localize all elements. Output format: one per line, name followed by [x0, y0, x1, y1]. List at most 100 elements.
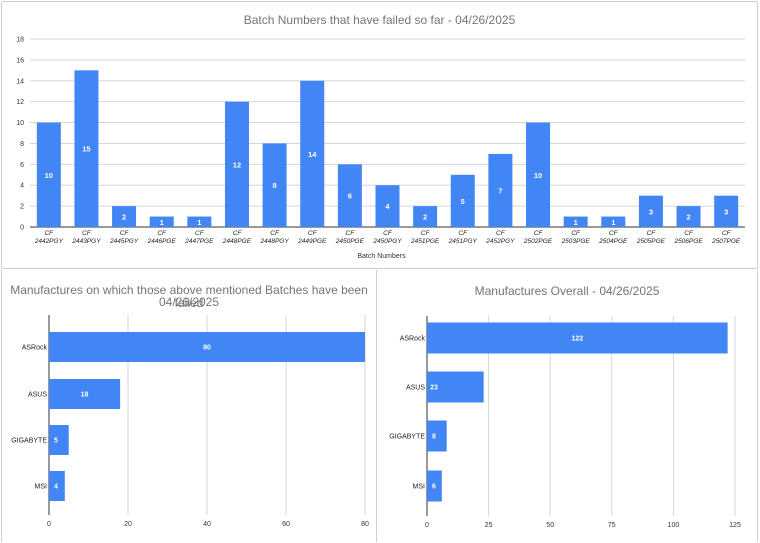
bar: [427, 371, 484, 403]
data-label: 6: [348, 192, 352, 201]
y-tick-label: ASUS: [406, 385, 425, 392]
bar: [375, 185, 400, 227]
x-tick-label-line1: CF: [609, 230, 619, 237]
x-tick-label: 100: [668, 522, 680, 529]
bar: [49, 425, 69, 455]
x-tick-label-line1: CF: [120, 230, 130, 237]
x-tick-label-line1: CF: [270, 230, 280, 237]
manufacturer-failed-chart-title-line2: 04/26/2025: [158, 295, 220, 309]
x-tick-label-line2: 2507PGE: [711, 238, 741, 245]
data-label: 3: [649, 207, 653, 216]
x-tick-label: 125: [729, 522, 741, 529]
bar: [49, 471, 65, 501]
x-tick-label-line2: 2445PGY: [109, 238, 139, 245]
x-tick-label-line1: CF: [346, 230, 356, 237]
x-tick-label: 75: [608, 522, 616, 529]
bar: [526, 122, 551, 227]
y-tick-label: 10: [16, 120, 24, 127]
bar: [427, 322, 728, 354]
batch-chart-svg: 02468101214161810CF2442PGY15CF2443PGY2CF…: [16, 37, 745, 260]
bar: [112, 206, 137, 227]
bar: [149, 216, 174, 227]
data-label: 8: [273, 181, 277, 190]
y-tick-label: MSI: [413, 484, 426, 491]
data-label: 80: [203, 345, 211, 352]
bar: [49, 379, 121, 409]
data-label: 122: [571, 336, 583, 343]
manufacturer-overall-chart-svg: 0 25 50 75 100 125 ASRock 122 ASUS 23 GIGABYTE 8 MSI…: [389, 316, 741, 529]
bar: [638, 195, 663, 227]
manufacturer-failed-chart-svg: 0 20 40 60 80 ASRock 80 ASUS 18 GIGABYTE 5 MSI 4: [11, 315, 369, 528]
x-tick-label-line2: 2443PGY: [71, 238, 101, 245]
x-tick-label-line2: 2451PGE: [410, 238, 440, 245]
x-tick-label: 0: [425, 522, 429, 529]
x-tick-label-line1: CF: [308, 230, 318, 237]
batch-chart-title: Batch Numbers that have failed so far - …: [243, 13, 516, 27]
x-tick-label-line2: 2503PGE: [561, 238, 591, 245]
data-label: 10: [45, 171, 53, 180]
x-tick-label-line2: 2450PGE: [335, 238, 365, 245]
data-label: 1: [197, 218, 201, 227]
x-tick-label-line2: 2502PGE: [523, 238, 553, 245]
manufacturer-failed-chart-panel: Manufactures on which those above mentio…: [1, 270, 377, 542]
data-label: 2: [122, 213, 126, 222]
x-tick-label-line2: 2452PGY: [485, 238, 515, 245]
bar: [36, 122, 61, 227]
x-tick-label-line2: 2442PGY: [34, 238, 64, 245]
bar: [601, 216, 626, 227]
data-label: 5: [461, 197, 465, 206]
x-tick-label-line1: CF: [157, 230, 167, 237]
bar: [224, 101, 249, 227]
data-label: 12: [233, 160, 241, 169]
data-label: 2: [423, 213, 427, 222]
bar: [187, 216, 212, 227]
y-tick-label: ASUS: [28, 392, 47, 399]
x-tick-label-line2: 2505PGE: [636, 238, 666, 245]
y-tick-label: MSI: [35, 484, 48, 491]
bar: [563, 216, 588, 227]
bar: [714, 195, 739, 227]
x-tick-label-line1: CF: [534, 230, 544, 237]
batch-chart-panel: Batch Numbers that have failed so far - …: [1, 1, 758, 269]
data-label: 4: [54, 484, 58, 491]
x-tick-label-line2: 2506PGE: [673, 238, 703, 245]
y-tick-label: GIGABYTE: [11, 438, 47, 445]
data-label: 6: [432, 484, 436, 491]
x-tick-label-line1: CF: [44, 230, 54, 237]
bar: [262, 143, 287, 227]
data-label: 7: [498, 186, 502, 195]
x-tick-label-line1: CF: [383, 230, 393, 237]
x-tick-label-line2: 2448PGE: [222, 238, 252, 245]
x-tick-label-line1: CF: [195, 230, 205, 237]
manufacturer-overall-chart-panel: Manufactures Overall - 04/26/2025 0 25 50 7…: [377, 270, 758, 542]
y-tick-label: 8: [20, 141, 24, 148]
x-tick-label-line2: 2451PGY: [448, 238, 478, 245]
y-tick-label: 4: [20, 183, 24, 190]
y-tick-label: 2: [20, 204, 24, 211]
x-tick-label-line2: 2448PGY: [260, 238, 290, 245]
data-label: 10: [534, 171, 542, 180]
y-tick-label: ASRock: [400, 336, 426, 343]
data-label: 5: [54, 438, 58, 445]
bar: [300, 80, 325, 228]
bar: [488, 153, 513, 227]
data-label: 1: [611, 218, 615, 227]
bar: [676, 206, 701, 227]
bar: [413, 206, 438, 227]
x-tick-label-line1: CF: [233, 230, 243, 237]
data-label: 1: [160, 218, 164, 227]
bar: [427, 470, 442, 502]
x-tick-label-line2: 2450PGY: [372, 238, 402, 245]
bar: [49, 332, 365, 362]
x-tick-label-line1: CF: [421, 230, 431, 237]
x-tick-label-line1: CF: [722, 230, 732, 237]
bar: [427, 420, 447, 452]
data-label: 18: [81, 392, 89, 399]
x-tick-label: 50: [546, 522, 554, 529]
x-tick-label-line1: CF: [82, 230, 92, 237]
data-label: 1: [574, 218, 578, 227]
data-label: 3: [724, 207, 728, 216]
x-tick-label-line2: 2449PGE: [297, 238, 327, 245]
y-tick-label: 0: [20, 225, 24, 232]
data-label: 15: [82, 145, 90, 154]
